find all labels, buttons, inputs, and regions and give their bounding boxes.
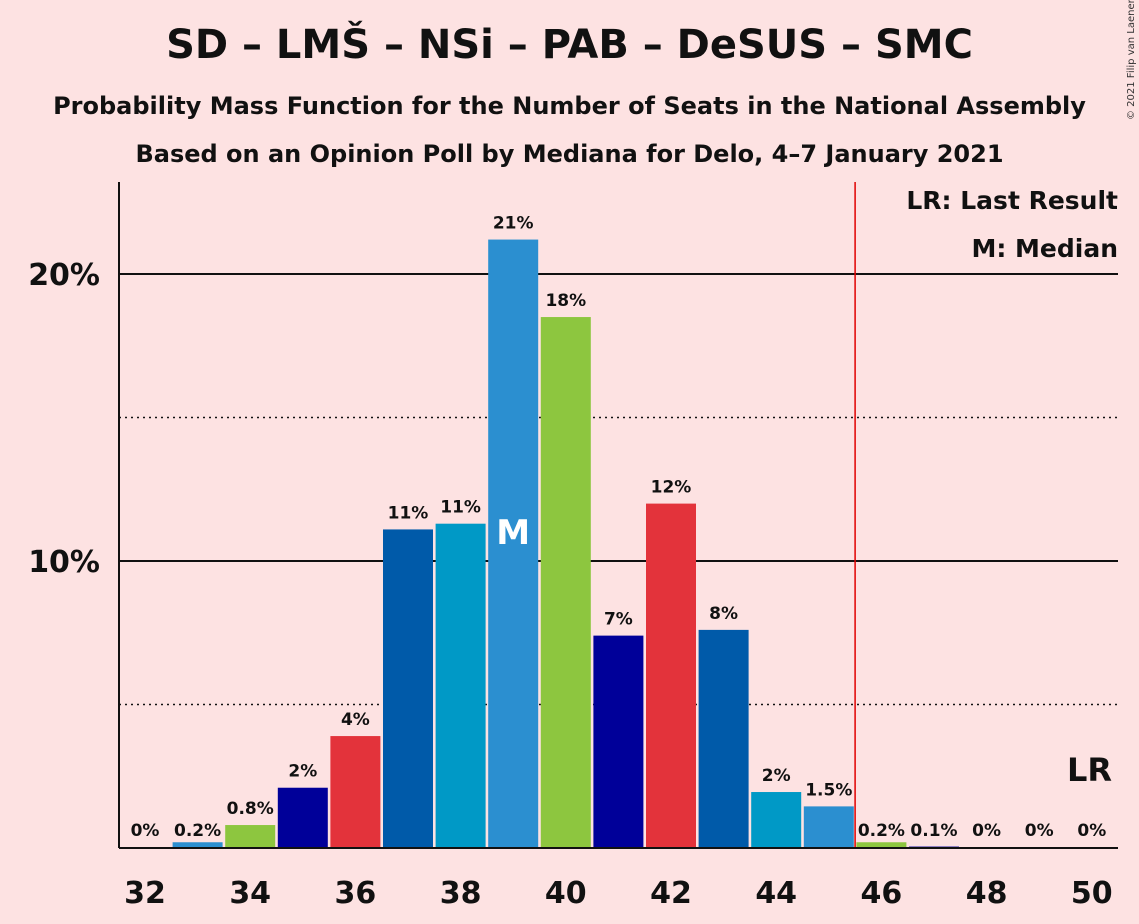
bar [435, 523, 486, 848]
median-marker: M [496, 513, 530, 553]
x-tick-label: 46 [861, 876, 903, 911]
data-label: 12% [651, 478, 692, 498]
y-tick-label: 10% [28, 545, 100, 580]
data-label: 18% [545, 291, 586, 311]
data-label: 0% [131, 821, 160, 841]
data-label: 2% [762, 766, 791, 786]
bar [698, 629, 749, 848]
last-result-marker: LR [1067, 751, 1112, 789]
x-tick-label: 36 [335, 876, 377, 911]
data-label: 11% [388, 503, 429, 523]
bar [593, 635, 644, 848]
data-labels: 0% 0.2% 0.8% 2% 4% 11% 11% 21% 18% 7% 12% 8% 2% 1.5% 0… [131, 214, 1107, 841]
legend-last-result: LR: Last Result [906, 186, 1118, 215]
legend-median: M: Median [971, 234, 1118, 263]
data-label: 0% [1077, 821, 1106, 841]
data-label: 0.2% [174, 821, 221, 841]
data-label: 0.8% [227, 799, 274, 819]
x-tick-label: 44 [755, 876, 797, 911]
bar [856, 842, 907, 848]
data-label: 2% [288, 762, 317, 782]
bar [225, 825, 276, 848]
chart-subtitle: Probability Mass Function for the Number… [53, 92, 1086, 120]
data-label: 8% [709, 604, 738, 624]
x-tick-label: 34 [229, 876, 271, 911]
data-label: 7% [604, 610, 633, 630]
data-label: 0% [972, 821, 1001, 841]
bar [172, 842, 223, 848]
bar [803, 806, 854, 848]
bar [751, 792, 802, 848]
data-label: 0.1% [910, 821, 957, 841]
bar [646, 503, 696, 848]
y-tick-label: 20% [28, 258, 100, 293]
bar [277, 787, 328, 848]
data-label: 0% [1025, 821, 1054, 841]
axes: 32 34 36 38 40 42 44 46 48 50 LR [118, 182, 1118, 911]
gridlines: 10% 20% [28, 258, 1118, 706]
bar [383, 529, 433, 848]
data-label: 11% [440, 498, 481, 518]
bars: M [172, 239, 959, 848]
data-label: 1.5% [805, 780, 852, 800]
bar [330, 736, 381, 848]
chart-source: Based on an Opinion Poll by Mediana for … [135, 140, 1004, 168]
data-label: 21% [493, 214, 534, 234]
x-tick-label: 42 [650, 876, 692, 911]
x-tick-label: 40 [545, 876, 587, 911]
x-tick-label: 50 [1071, 876, 1113, 911]
x-tick-label: 38 [440, 876, 482, 911]
data-label: 4% [341, 710, 370, 730]
x-tick-label: 48 [966, 876, 1008, 911]
data-label: 0.2% [858, 821, 905, 841]
x-tick-label: 32 [124, 876, 166, 911]
bar [488, 239, 539, 848]
chart-title: SD – LMŠ – NSi – PAB – DeSUS – SMC [166, 22, 973, 68]
bar [540, 317, 591, 848]
